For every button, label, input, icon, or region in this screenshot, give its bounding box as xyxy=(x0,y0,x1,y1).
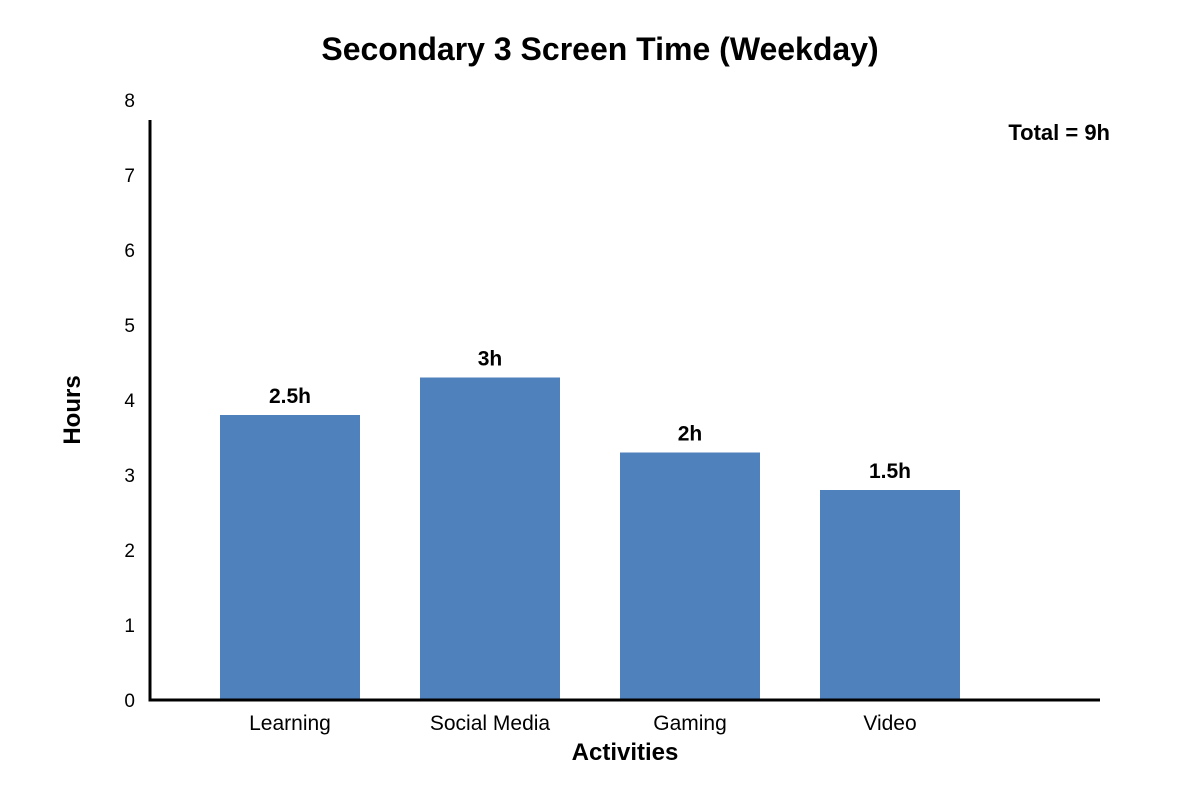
bar xyxy=(820,490,960,700)
x-category-label: Learning xyxy=(249,712,331,735)
x-category-label: Gaming xyxy=(653,712,727,735)
y-tick-label: 2 xyxy=(124,541,135,562)
bar xyxy=(220,415,360,700)
bar xyxy=(620,452,760,700)
x-category-label: Social Media xyxy=(430,712,551,735)
y-tick-label: 5 xyxy=(124,316,135,337)
bar-data-label: 2.5h xyxy=(269,385,311,408)
y-tick-label: 7 xyxy=(124,166,135,187)
y-tick-label: 0 xyxy=(124,691,135,712)
y-tick-label: 1 xyxy=(124,616,135,637)
bar-data-label: 1.5h xyxy=(869,460,911,483)
y-tick-label: 8 xyxy=(124,91,135,112)
plot-area: 0 1 2 3 4 5 6 7 8 2.5h Learning 3h Social Media 2h Gam… xyxy=(124,91,1100,735)
x-axis-title: Activities xyxy=(572,739,679,766)
bar-data-label: 2h xyxy=(678,423,703,446)
x-category-label: Video xyxy=(863,712,916,735)
y-tick-label: 4 xyxy=(124,391,135,412)
total-annotation: Total = 9h xyxy=(1008,120,1110,145)
y-axis-title: Hours xyxy=(59,375,86,444)
chart-title: Secondary 3 Screen Time (Weekday) xyxy=(321,31,878,67)
bar xyxy=(420,377,560,700)
y-tick-label: 3 xyxy=(124,466,135,487)
bar-data-label: 3h xyxy=(478,348,503,371)
y-tick-label: 6 xyxy=(124,241,135,262)
